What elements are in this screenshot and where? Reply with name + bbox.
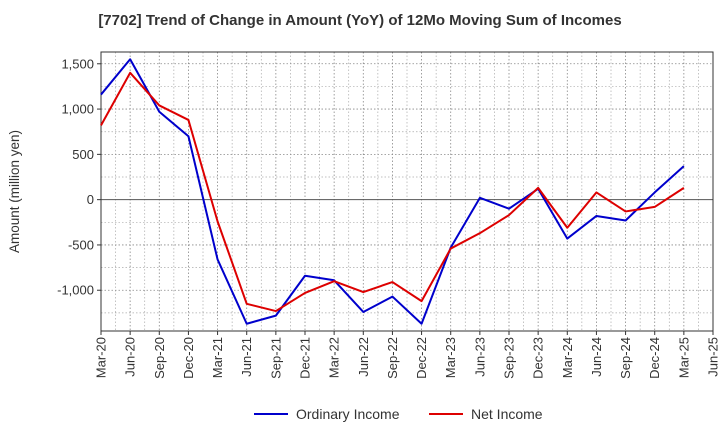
y-tick-label: 500 bbox=[72, 147, 94, 162]
series-line-0 bbox=[100, 58, 685, 325]
x-tick-label: Dec-24 bbox=[647, 337, 662, 379]
x-tick-label: Dec-22 bbox=[414, 337, 429, 379]
y-tick-label: 0 bbox=[87, 192, 94, 207]
x-tick-label: Dec-21 bbox=[298, 337, 313, 379]
y-tick-label: -500 bbox=[68, 237, 94, 252]
x-tick-label: Sep-21 bbox=[268, 337, 283, 379]
y-tick-label: -1,000 bbox=[57, 283, 94, 298]
chart-title: [7702] Trend of Change in Amount (YoY) o… bbox=[98, 12, 622, 29]
x-tick-label: Dec-20 bbox=[181, 337, 196, 379]
x-tick-label: Mar-23 bbox=[443, 337, 458, 378]
series-line-1 bbox=[100, 71, 685, 313]
x-tick-label: Jun-23 bbox=[472, 337, 487, 377]
x-tick-label: Sep-20 bbox=[152, 337, 167, 379]
x-tick-label: Mar-24 bbox=[560, 337, 575, 378]
x-tick-label: Mar-22 bbox=[327, 337, 342, 378]
y-tick-label: 1,000 bbox=[61, 102, 94, 117]
x-tick-label: Jun-20 bbox=[123, 337, 138, 377]
legend-label-0: Ordinary Income bbox=[296, 406, 400, 422]
x-tick-label: Mar-20 bbox=[94, 337, 109, 378]
x-tick-label: Mar-21 bbox=[210, 337, 225, 378]
y-axis-label: Amount (million yen) bbox=[7, 130, 22, 253]
x-tick-label: Jun-24 bbox=[589, 337, 604, 377]
x-tick-label: Dec-23 bbox=[531, 337, 546, 379]
x-tick-label: Sep-24 bbox=[618, 337, 633, 379]
plot-area bbox=[101, 52, 713, 331]
legend-label-1: Net Income bbox=[471, 406, 543, 422]
x-tick-label: Jun-22 bbox=[356, 337, 371, 377]
x-tick-label: Sep-22 bbox=[385, 337, 400, 379]
x-tick-label: Jun-25 bbox=[706, 337, 720, 377]
x-tick-label: Jun-21 bbox=[239, 337, 254, 377]
plot-frame bbox=[100, 51, 714, 332]
y-tick-label: 1,500 bbox=[61, 56, 94, 71]
x-tick-label: Sep-23 bbox=[502, 337, 517, 379]
x-tick-label: Mar-25 bbox=[676, 337, 691, 378]
